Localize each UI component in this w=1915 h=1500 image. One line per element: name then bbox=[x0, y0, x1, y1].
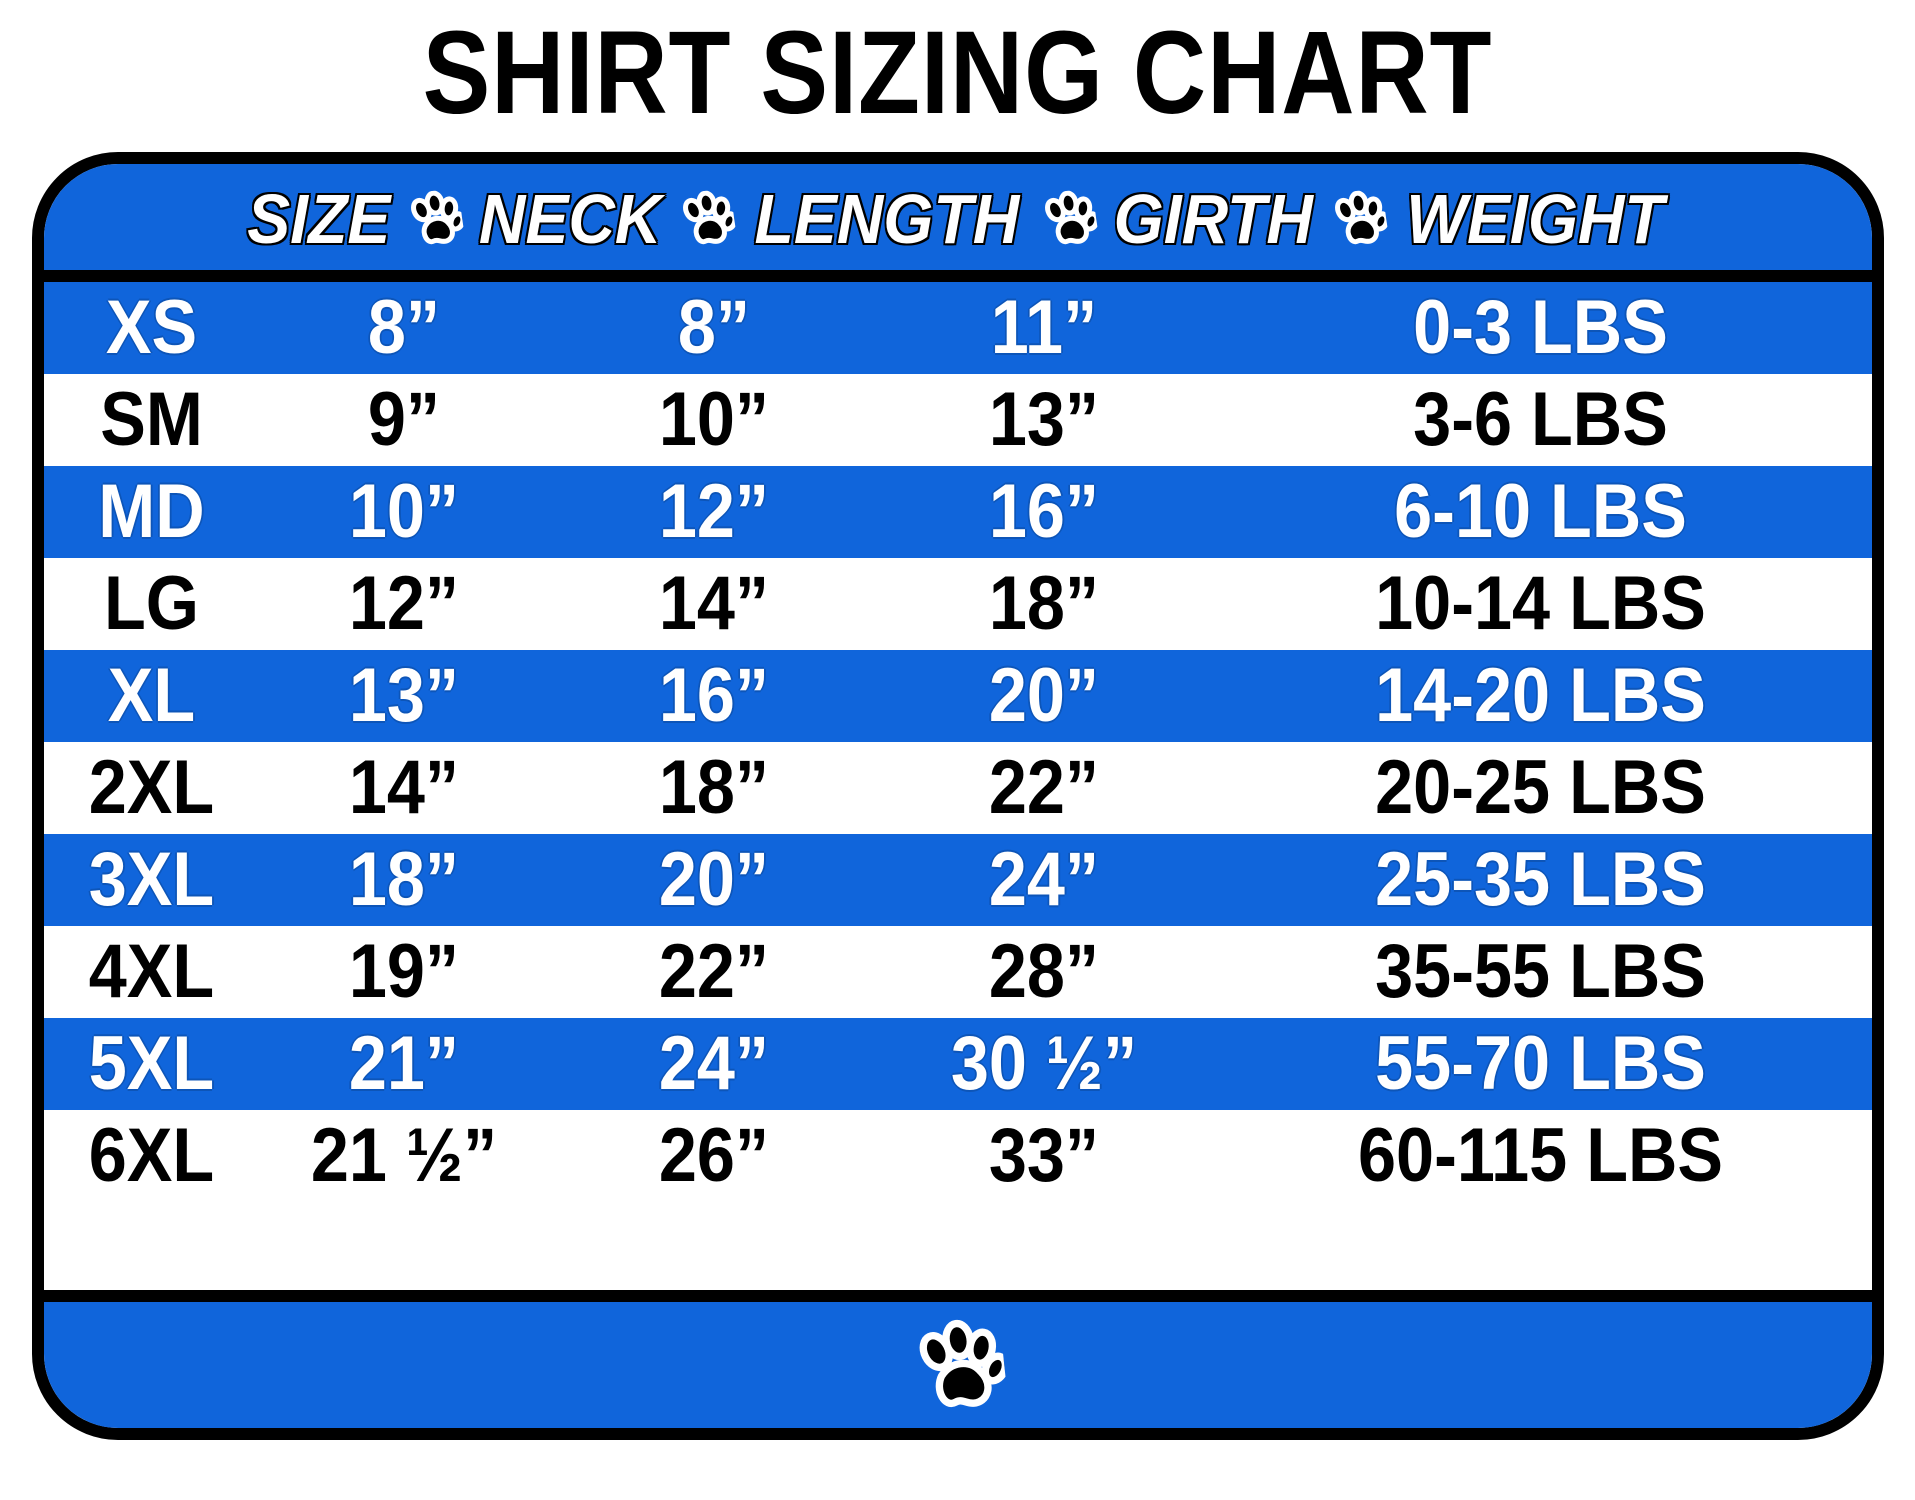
cell-size: XS bbox=[105, 285, 198, 370]
cell-weight: 60-115 LBS bbox=[1357, 1113, 1724, 1198]
table-row: 3XL 18” 20” 24” 25-35 LBS bbox=[44, 834, 1872, 926]
cell-length: 12” bbox=[658, 469, 770, 554]
cell-weight: 3-6 LBS bbox=[1413, 377, 1668, 462]
table-header-row: SIZE NECK bbox=[44, 164, 1872, 282]
cell-girth: 13” bbox=[988, 377, 1100, 462]
paw-print-icon bbox=[1031, 190, 1105, 247]
cell-length: 14” bbox=[658, 561, 770, 646]
paw-print-icon bbox=[669, 190, 743, 247]
cell-length: 24” bbox=[658, 1021, 770, 1106]
sizing-table-card: SIZE NECK bbox=[32, 152, 1884, 1440]
cell-size: 2XL bbox=[88, 745, 215, 830]
cell-size: 3XL bbox=[88, 837, 215, 922]
paw-print-icon bbox=[912, 1319, 1009, 1411]
cell-weight: 55-70 LBS bbox=[1375, 1021, 1706, 1106]
cell-length: 18” bbox=[658, 745, 770, 830]
cell-neck: 12” bbox=[348, 561, 460, 646]
cell-length: 20” bbox=[658, 837, 770, 922]
cell-size: SM bbox=[100, 377, 203, 462]
table-row: 4XL 19” 22” 28” 35-55 LBS bbox=[44, 926, 1872, 1018]
cell-girth: 28” bbox=[988, 929, 1100, 1014]
table-row: LG 12” 14” 18” 10-14 LBS bbox=[44, 558, 1872, 650]
table-header-inner: SIZE NECK bbox=[241, 184, 1675, 254]
paw-print-icon bbox=[397, 190, 471, 247]
cell-size: XL bbox=[107, 653, 196, 738]
cell-size: 6XL bbox=[88, 1113, 215, 1198]
column-header-length: LENGTH bbox=[754, 180, 1020, 258]
cell-neck: 18” bbox=[348, 837, 460, 922]
cell-length: 26” bbox=[658, 1113, 770, 1198]
cell-size: LG bbox=[103, 561, 199, 646]
cell-size: 5XL bbox=[88, 1021, 215, 1106]
cell-girth: 20” bbox=[988, 653, 1100, 738]
cell-weight: 0-3 LBS bbox=[1413, 285, 1668, 370]
table-row: MD 10” 12” 16” 6-10 LBS bbox=[44, 466, 1872, 558]
table-row: XL 13” 16” 20” 14-20 LBS bbox=[44, 650, 1872, 742]
cell-neck: 10” bbox=[348, 469, 460, 554]
cell-size: 4XL bbox=[88, 929, 215, 1014]
column-header-weight: WEIGHT bbox=[1406, 180, 1664, 258]
table-row: 5XL 21” 24” 30 ½” 55-70 LBS bbox=[44, 1018, 1872, 1110]
cell-weight: 10-14 LBS bbox=[1375, 561, 1706, 646]
cell-girth: 33” bbox=[988, 1113, 1100, 1198]
cell-neck: 13” bbox=[348, 653, 460, 738]
cell-neck: 21 ½” bbox=[310, 1113, 498, 1198]
cell-weight: 14-20 LBS bbox=[1375, 653, 1706, 738]
cell-girth: 16” bbox=[988, 469, 1100, 554]
table-row: XS 8” 8” 11” 0-3 LBS bbox=[44, 282, 1872, 374]
cell-length: 22” bbox=[658, 929, 770, 1014]
cell-girth: 18” bbox=[988, 561, 1100, 646]
cell-weight: 35-55 LBS bbox=[1375, 929, 1706, 1014]
page-title: SHIRT SIZING CHART bbox=[422, 7, 1493, 139]
table-body: XS 8” 8” 11” 0-3 LBS SM 9” 10” 13” 3-6 L… bbox=[44, 282, 1872, 1290]
table-row: SM 9” 10” 13” 3-6 LBS bbox=[44, 374, 1872, 466]
cell-size: MD bbox=[98, 469, 205, 554]
cell-length: 16” bbox=[658, 653, 770, 738]
paw-print-icon bbox=[1321, 190, 1395, 247]
cell-neck: 9” bbox=[367, 377, 441, 462]
cell-weight: 6-10 LBS bbox=[1394, 469, 1687, 554]
cell-weight: 25-35 LBS bbox=[1375, 837, 1706, 922]
table-row: 6XL 21 ½” 26” 33” 60-115 LBS bbox=[44, 1110, 1872, 1202]
column-header-girth: GIRTH bbox=[1113, 180, 1313, 258]
cell-girth: 30 ½” bbox=[950, 1021, 1138, 1106]
cell-length: 8” bbox=[677, 285, 751, 370]
cell-length: 10” bbox=[658, 377, 770, 462]
cell-girth: 11” bbox=[990, 285, 1098, 370]
column-header-neck: NECK bbox=[478, 180, 661, 258]
cell-neck: 14” bbox=[348, 745, 460, 830]
cell-girth: 24” bbox=[988, 837, 1100, 922]
cell-neck: 19” bbox=[348, 929, 460, 1014]
cell-weight: 20-25 LBS bbox=[1375, 745, 1706, 830]
table-row: 2XL 14” 18” 22” 20-25 LBS bbox=[44, 742, 1872, 834]
column-header-size: SIZE bbox=[247, 180, 391, 258]
cell-girth: 22” bbox=[988, 745, 1100, 830]
cell-neck: 8” bbox=[367, 285, 441, 370]
table-footer bbox=[44, 1290, 1872, 1428]
cell-neck: 21” bbox=[348, 1021, 460, 1106]
